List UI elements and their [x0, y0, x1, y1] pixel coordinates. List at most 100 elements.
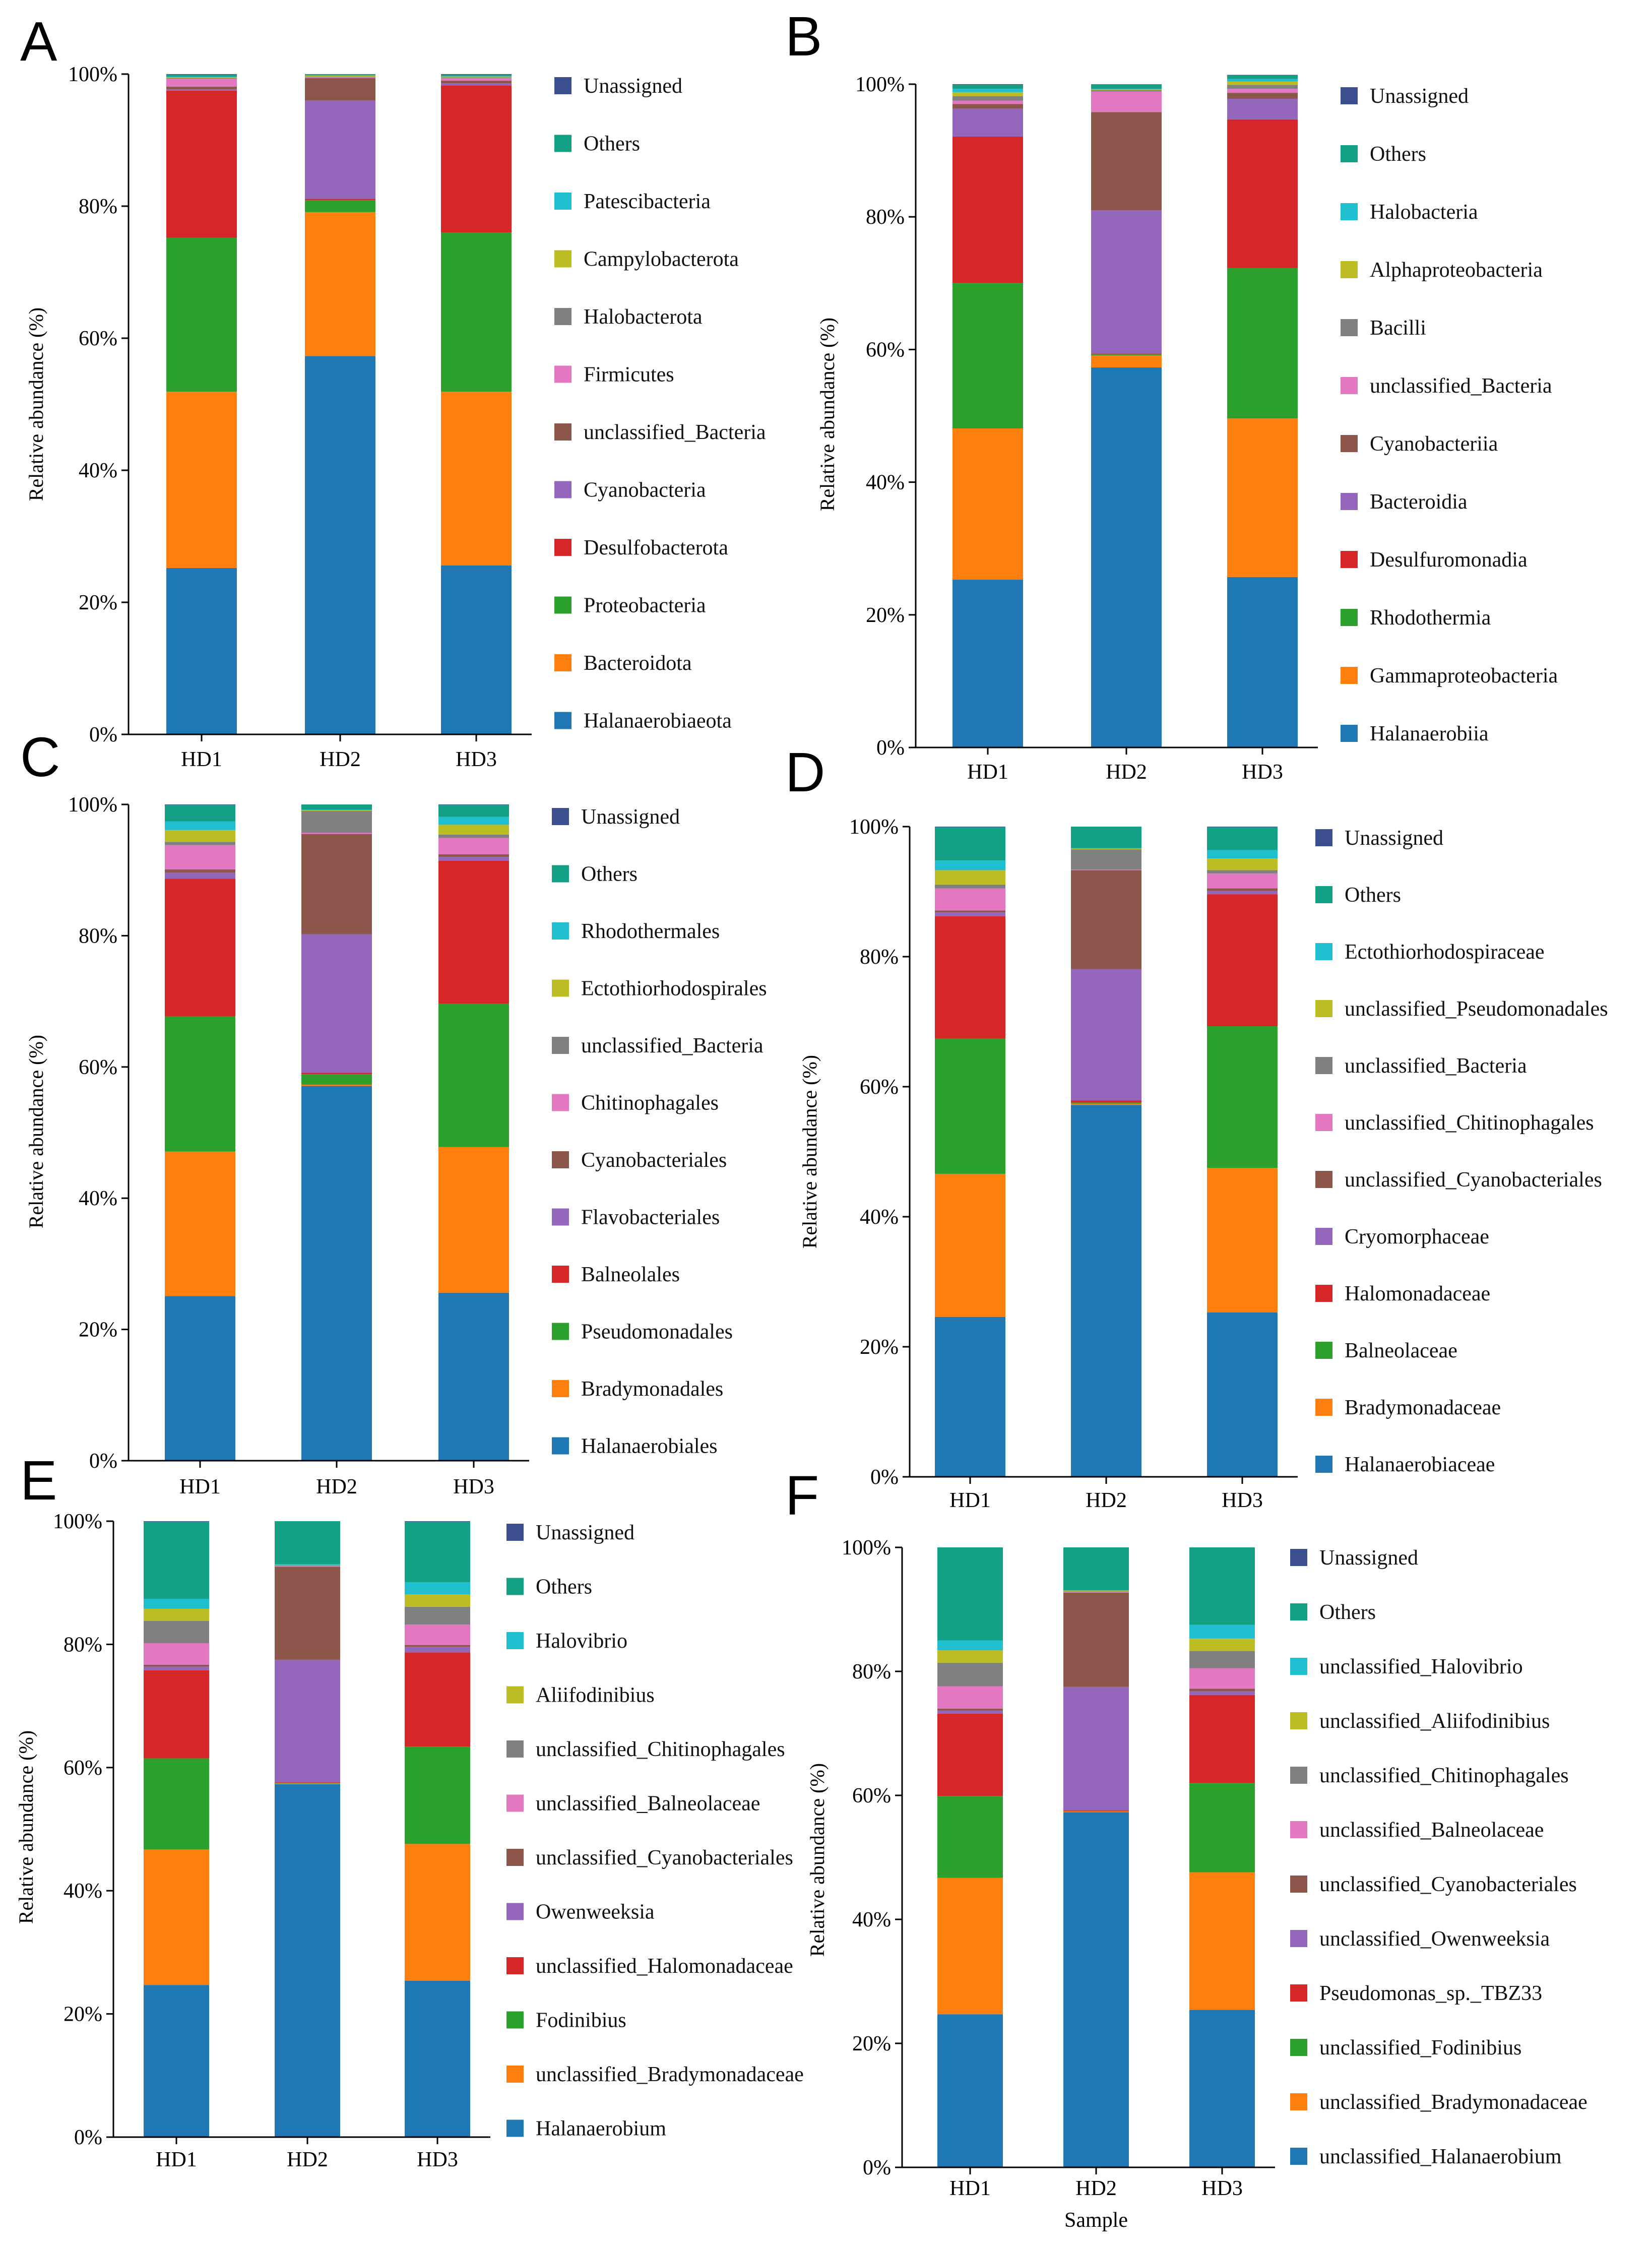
bar-segment-unclassified-aliifodinibius — [937, 1650, 1003, 1663]
bar-segment-others — [1189, 1547, 1255, 1625]
panel-letter: F — [785, 1465, 819, 1527]
legend-label: Unassigned — [1345, 827, 1443, 850]
legend-swatch — [552, 1037, 569, 1054]
y-tick-label: 40% — [860, 1206, 899, 1229]
bar-segment-unclassified-balneolaceae — [405, 1625, 470, 1645]
legend-label: unclassified_Bacteria — [1345, 1054, 1527, 1078]
bar-segment-others — [1091, 84, 1162, 89]
legend-label: Others — [584, 133, 640, 156]
legend-label: Bradymonadaceae — [1345, 1396, 1501, 1419]
bar-segment-unassigned — [441, 74, 512, 75]
x-tick-label: HD1 — [967, 761, 1008, 784]
legend-label: unclassified_Pseudomonadales — [1345, 997, 1608, 1021]
bar-segment-bradymonadaceae — [1207, 1168, 1278, 1313]
bar-segment-patescibacteria — [441, 76, 512, 77]
legend-swatch — [554, 365, 571, 383]
y-tick-label: 40% — [866, 471, 905, 494]
bar-segment-unclassified-pseudomonadales — [1207, 858, 1278, 870]
y-tick-label: 0% — [74, 2126, 102, 2149]
bar-segment-unclassified-chitinophagales — [1207, 873, 1278, 889]
legend-swatch — [506, 2119, 524, 2137]
bar-segment-unclassified-cyanobacteriales — [275, 1567, 340, 1660]
bar-segment-bacteroidia — [952, 108, 1023, 137]
y-tick-label: 100% — [842, 1536, 891, 1559]
bar-segment-others — [1071, 827, 1141, 848]
bar-segment-unclassified-pseudomonadales — [935, 870, 1005, 885]
x-tick-label: HD2 — [1075, 2177, 1117, 2200]
legend-label: Patescibacteria — [584, 190, 711, 213]
bar-segment-cyanobacteria — [166, 89, 237, 91]
legend-swatch — [1315, 886, 1332, 903]
legend-label: Others — [1370, 143, 1426, 166]
legend-label: Halanaerobiaeota — [584, 710, 732, 733]
legend-label: Alphaproteobacteria — [1370, 259, 1543, 282]
y-axis-label: Relative abundance (%) — [15, 1730, 37, 1924]
legend-swatch — [506, 1686, 524, 1704]
x-tick-label: HD3 — [453, 1475, 494, 1498]
bar-segment-cryomorphaceae — [1207, 891, 1278, 895]
legend-swatch — [554, 250, 571, 268]
bar-segment-unassigned — [952, 84, 1023, 85]
y-tick-label: 0% — [876, 736, 905, 760]
bar-segment-pseudomonadales — [301, 1074, 372, 1085]
x-tick-label: HD2 — [1086, 1489, 1127, 1512]
bar-segment-alphaproteobacteria — [952, 92, 1023, 96]
bar-segment-unclassified-balneolaceae — [275, 1566, 340, 1567]
legend-label: Unassigned — [1319, 1546, 1418, 1570]
y-tick-label: 20% — [866, 604, 905, 627]
legend-swatch — [554, 596, 571, 614]
y-tick-label: 100% — [68, 63, 117, 86]
bar-segment-pseudomonas-sp-tbz33 — [1063, 1810, 1129, 1811]
bar-segment-chitinophagales — [165, 845, 235, 869]
bar-segment-unclassified-halomonadaceae — [275, 1782, 340, 1783]
bar-segment-unclassified-chitinophagales — [935, 888, 1005, 911]
legend-label: Cyanobacteriales — [581, 1149, 727, 1172]
bar-segment-rhodothermia — [952, 283, 1023, 429]
panel-letter: C — [20, 726, 60, 788]
bar-segment-unclassified-halanaerobium — [937, 2014, 1003, 2167]
bar-segment-proteobacteria — [305, 200, 375, 212]
legend-swatch — [1341, 493, 1358, 510]
bar-segment-owenweeksia — [275, 1659, 340, 1783]
bar-segment-unclassified-chitinophagales — [937, 1662, 1003, 1687]
panel-letter: D — [785, 741, 825, 803]
legend-label: Halovibrio — [536, 1630, 627, 1653]
legend-swatch — [554, 193, 571, 210]
panel-letter: B — [785, 6, 822, 68]
bar-segment-halanaerobiaceae — [935, 1317, 1005, 1477]
legend-swatch — [554, 308, 571, 325]
bar-segment-halanaerobiaeota — [166, 568, 237, 734]
bar-segment-bacteroidia — [1091, 210, 1162, 354]
legend-swatch — [506, 1578, 524, 1595]
bar-segment-unclassified-fodinibius — [937, 1796, 1003, 1878]
legend-label: Owenweeksia — [536, 1901, 655, 1924]
bar-segment-halobacteria — [1227, 79, 1298, 82]
bar-hd2 — [305, 74, 375, 734]
legend-swatch — [552, 1208, 569, 1226]
legend-label: unclassified_Bacteria — [584, 421, 766, 444]
legend: Unassigned Others Halovibrio Aliifodinibius… — [506, 1521, 804, 2141]
y-axis-label: Relative abundance (%) — [25, 1035, 47, 1228]
bar-hd3 — [1227, 75, 1298, 747]
bar-hd2 — [1071, 827, 1141, 1477]
y-axis-label: Relative abundance (%) — [25, 307, 47, 501]
legend-label: Halobacterota — [584, 305, 703, 329]
bar-segment-halovibrio — [405, 1582, 470, 1595]
bar-hd1 — [937, 1547, 1003, 2167]
bar-segment-unclassified-halovibrio — [1063, 1590, 1129, 1591]
bar-segment-rhodothermales — [301, 809, 372, 810]
bar-segment-halomonadaceae — [1207, 894, 1278, 1027]
bar-segment-chitinophagales — [438, 838, 509, 854]
x-tick-label: HD1 — [156, 2148, 197, 2171]
legend-swatch — [1341, 87, 1358, 104]
bar-segment-cyanobacteria — [441, 83, 512, 86]
bar-segment-balneolaceae — [935, 1038, 1005, 1174]
bar-segment-others — [144, 1522, 209, 1599]
bar-segment-unclassified-owenweeksia — [1063, 1687, 1129, 1810]
legend-label: Unassigned — [584, 75, 682, 98]
legend-swatch — [1315, 1000, 1332, 1017]
bar-segment-unassigned — [144, 1521, 209, 1522]
y-tick-label: 80% — [79, 924, 117, 948]
bar-segment-unclassified-bradymonadaceae — [1189, 1872, 1255, 2010]
